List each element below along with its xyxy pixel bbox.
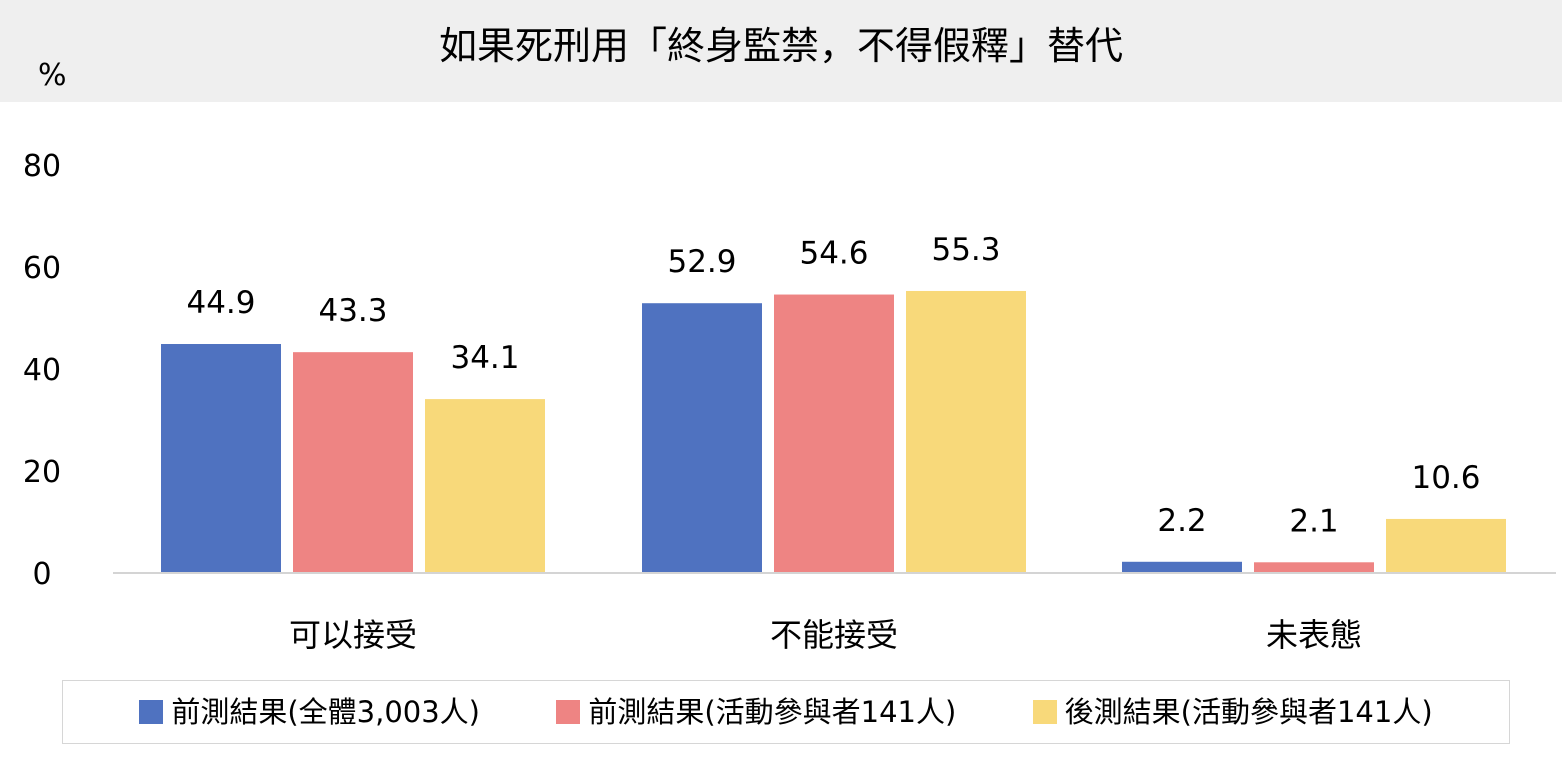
title-band	[0, 0, 1562, 102]
legend-item-series-0: 前測結果(全體3,003人)	[139, 695, 480, 729]
value-label-2-2: 10.6	[1411, 460, 1480, 496]
bar-1-2	[906, 290, 1026, 573]
value-label-1-1: 54.6	[799, 236, 868, 272]
bar-1-1	[774, 294, 894, 573]
value-label-1-2: 55.3	[931, 232, 1000, 268]
value-labels: 44.9 43.3 34.1 52.9 54.6 55.3 2.2 2.1 10.6	[186, 232, 1480, 539]
legend-swatch-series-2	[1032, 700, 1057, 724]
legend-label-series-1: 前測結果(活動參與者141人)	[588, 695, 957, 729]
bars	[161, 290, 1506, 573]
bar-chart: 0 20 40 60 80 44.9 43.3 34.1 52.9 54.6 55.3 2.2 2.1…	[23, 149, 1556, 654]
y-axis-ticks: 0 20 40 60 80	[23, 149, 61, 592]
legend-label-series-2: 後測結果(活動參與者141人)	[1064, 695, 1433, 729]
legend-swatch-series-1	[556, 700, 581, 724]
bar-2-1	[1254, 562, 1374, 573]
y-tick-label-0: 0	[32, 557, 51, 592]
y-axis-unit-label: %	[38, 58, 67, 93]
y-tick-label-1: 20	[23, 455, 61, 490]
category-label-1: 不能接受	[770, 616, 898, 654]
bar-0-0	[161, 344, 281, 573]
y-tick-label-4: 80	[23, 149, 61, 184]
bar-2-0	[1122, 561, 1242, 573]
bar-0-2	[425, 399, 545, 573]
y-tick-label-2: 40	[23, 353, 61, 388]
value-label-2-1: 2.1	[1289, 503, 1338, 539]
legend: 前測結果(全體3,003人) 前測結果(活動參與者141人) 後測結果(活動參與…	[62, 680, 1510, 744]
legend-item-series-1: 前測結果(活動參與者141人)	[556, 695, 956, 729]
legend-swatch-series-0	[139, 700, 164, 724]
category-label-0: 可以接受	[289, 616, 417, 654]
y-tick-label-3: 60	[23, 251, 61, 286]
category-label-2: 未表態	[1266, 616, 1362, 654]
value-label-1-0: 52.9	[667, 244, 736, 280]
value-label-0-1: 43.3	[318, 293, 387, 329]
bar-2-2	[1386, 518, 1506, 573]
bar-0-1	[293, 352, 413, 573]
chart-title: 如果死刑用「終身監禁，不得假釋」替代	[438, 24, 1123, 68]
legend-label-series-0: 前測結果(全體3,003人)	[171, 695, 480, 729]
legend-item-series-2: 後測結果(活動參與者141人)	[1032, 695, 1433, 729]
bar-1-0	[642, 303, 762, 573]
value-label-0-0: 44.9	[186, 285, 255, 321]
value-label-2-0: 2.2	[1157, 503, 1206, 539]
category-labels: 可以接受 不能接受 未表態	[289, 616, 1362, 654]
value-label-0-2: 34.1	[450, 340, 519, 376]
